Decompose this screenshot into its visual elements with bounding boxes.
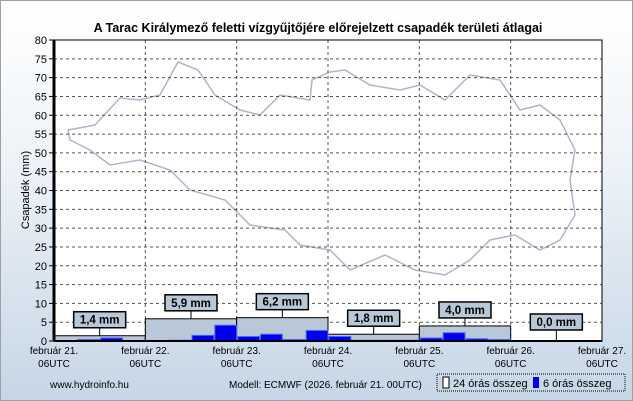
daily-total-label: 4,0 mm <box>445 305 485 317</box>
label-box <box>255 292 310 311</box>
y-ticks: 0 5 10 15 20 25 30 35 40 45 50 55 60 65 70 75 80 <box>35 35 54 348</box>
x-tick-time: 06UTC <box>403 359 435 370</box>
y-tick-label: 50 <box>35 148 47 160</box>
x-tick-time: 06UTC <box>312 359 344 370</box>
x-tick-day: február 23. <box>212 346 260 357</box>
legend-6h-swatch <box>533 377 539 388</box>
daily-total-label: 0,0 mm <box>537 317 577 329</box>
y-axis-label: Csapadék (mm) <box>20 151 32 229</box>
source-link[interactable]: www.hydroinfo.hu <box>49 380 129 391</box>
x-tick-day: február 22. <box>121 346 169 357</box>
y-tick-label: 70 <box>35 73 47 85</box>
y-tick-label: 40 <box>35 186 47 198</box>
x-tick-time: 06UTC <box>221 359 253 370</box>
x-tick-day: február 21. <box>30 346 78 357</box>
label-box <box>72 310 127 329</box>
x-tick-day: február 25. <box>395 346 443 357</box>
y-tick-label: 55 <box>35 129 47 141</box>
bar-6h <box>214 324 238 342</box>
legend-6h-label: 6 órás összeg <box>543 378 611 390</box>
y-tick-label: 25 <box>35 242 47 254</box>
y-tick-label: 30 <box>35 223 47 235</box>
label-box <box>529 313 584 331</box>
y-tick-label: 5 <box>41 317 47 329</box>
grid <box>54 40 602 341</box>
daily-total-label: 1,4 mm <box>80 315 120 327</box>
label-box <box>438 301 492 319</box>
bar-6h <box>442 332 466 342</box>
x-ticks: február 21. 06UTC február 22. 06UTC február … <box>30 346 626 370</box>
model-info: Modell: ECMWF (2026. február 21. 00UTC) <box>229 380 422 391</box>
y-tick-label: 80 <box>35 35 47 47</box>
daily-total-label: 6,2 mm <box>263 297 303 309</box>
y-tick-label: 75 <box>35 54 47 66</box>
daily-total-label: 5,9 mm <box>171 298 211 310</box>
x-tick-time: 06UTC <box>495 359 527 370</box>
x-tick-day: február 24. <box>304 346 352 357</box>
legend-24h-swatch <box>442 376 450 389</box>
y-tick-label: 15 <box>35 280 47 292</box>
y-tick-label: 0 <box>41 336 47 348</box>
y-tick-label: 60 <box>35 110 47 122</box>
label-box <box>346 309 401 327</box>
y-tick-label: 20 <box>35 261 47 273</box>
basin-map-outline <box>67 61 576 276</box>
label-box <box>164 294 218 312</box>
x-tick-time: 06UTC <box>586 359 618 370</box>
x-tick-day: február 26. <box>486 346 534 357</box>
bar-6h <box>260 333 283 342</box>
y-tick-label: 45 <box>35 167 47 179</box>
daily-total-label: 1,8 mm <box>354 313 394 325</box>
y-tick-label: 10 <box>35 298 47 310</box>
x-tick-time: 06UTC <box>38 359 70 370</box>
x-tick-day: február 27. <box>578 346 626 357</box>
daily-total-labels: 1,4 mm 5,9 mm 6,2 mm 1,8 mm 4,0 mm 0,0 mm <box>72 292 584 341</box>
y-tick-label: 35 <box>35 204 47 216</box>
chart-title: A Tarac Királymező feletti vízgyűjtőjére… <box>94 21 543 35</box>
bar-6h <box>305 329 329 342</box>
y-tick-label: 65 <box>35 91 47 103</box>
legend: 24 órás összeg 6 órás összeg <box>436 373 626 392</box>
x-tick-time: 06UTC <box>129 359 161 370</box>
legend-24h-label: 24 órás összeg <box>453 378 528 390</box>
